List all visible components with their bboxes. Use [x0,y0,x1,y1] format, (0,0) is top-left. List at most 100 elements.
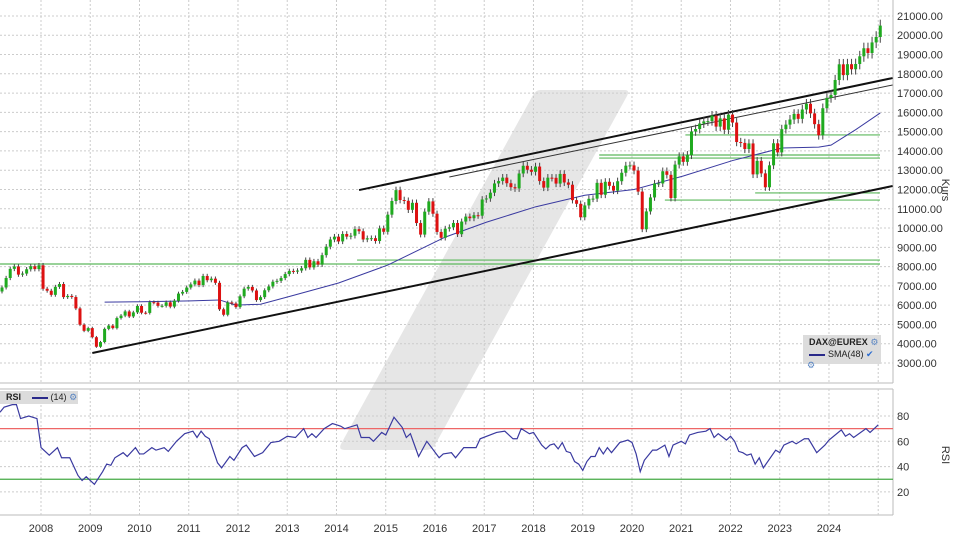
candle-up [653,183,657,198]
candle-up [792,113,796,120]
candle-up [341,233,345,242]
y-tick-label: 20000.00 [897,30,943,42]
checkmark-icon[interactable]: ✔ [866,349,874,359]
candle-up [267,286,271,291]
candle-down [468,216,472,219]
x-tick-label: 2015 [373,523,397,535]
x-tick-label: 2021 [669,523,693,535]
candle-up [772,143,776,166]
rsi-line [0,404,879,486]
candle-down [373,238,377,242]
rsi-tick-label: 80 [897,411,909,423]
candle-up [238,296,242,308]
candle-down [550,177,554,179]
candle-up [300,268,304,271]
candle-up [603,181,607,195]
x-tick-label: 2023 [767,523,791,535]
candle-down [817,124,821,136]
candle-up [369,238,373,240]
candle-up [115,318,119,329]
candle-down [841,64,845,76]
candle-up [86,328,90,331]
legend-rsi: RSI [6,392,22,402]
candle-up [172,300,176,307]
candle-up [209,278,213,281]
candle-up [661,171,665,184]
candle-down [525,165,529,170]
sma-line-swatch [809,353,825,356]
candle-up [726,114,730,130]
candle-down [776,143,780,153]
candle-down [197,280,201,286]
candle-up [702,121,706,124]
candle-up [878,25,882,37]
y-tick-label: 10000.00 [897,223,943,235]
candle-up [12,266,16,269]
candle-up [767,165,771,188]
candle-down [82,324,86,331]
settings-gear-icon[interactable]: ⚙ [69,392,78,402]
settings-gear-icon[interactable]: ⚙ [807,360,816,370]
trendline [92,185,893,354]
legend-sma: SMA(48) [828,349,864,359]
candle-up [833,80,837,95]
candle-up [283,274,287,279]
y-tick-label: 13000.00 [897,165,943,177]
candle-up [484,198,488,200]
candle-up [648,197,652,212]
candle-up [427,201,431,212]
candle-down [402,200,406,202]
candle-up [185,287,189,292]
y-tick-label: 5000.00 [897,319,937,331]
candle-up [472,215,476,219]
candle-up [464,216,468,222]
candle-up [624,165,628,173]
candle-down [575,200,579,204]
candle-up [497,181,501,184]
candle-up [263,290,267,298]
candle-up [558,173,562,184]
candle-up [628,165,632,167]
candle-down [345,233,349,237]
candle-down [94,337,98,347]
candle-up [492,183,496,193]
candle-up [324,246,328,256]
candle-down [731,114,735,123]
legend-rsi-period: (14) [50,392,67,402]
candle-up [447,227,451,229]
candle-down [866,48,870,54]
candle-up [259,297,263,301]
candle-up [423,211,427,235]
candle-down [16,266,20,275]
candle-down [759,160,763,174]
candle-up [189,284,193,288]
candle-down [382,228,386,232]
candle-down [509,183,513,188]
candle-down [636,170,640,192]
candle-up [176,293,180,301]
candle-up [57,284,61,287]
candle-up [332,236,336,240]
y-tick-label: 11000.00 [897,204,942,216]
candle-down [431,201,435,214]
settings-gear-icon[interactable]: ⚙ [870,337,879,347]
candle-up [181,291,185,294]
candle-down [357,229,361,232]
candle-up [386,214,390,232]
candle-down [665,171,669,175]
candle-down [570,184,574,201]
candle-up [583,205,587,218]
candle-up [644,211,648,230]
candle-down [612,185,616,191]
candle-down [809,103,812,114]
candle-up [4,277,8,288]
candle-up [657,183,661,185]
candle-up [862,48,866,57]
sma-line [104,112,881,306]
candle-down [78,308,82,325]
candle-up [821,108,825,136]
candle-down [529,169,533,172]
candle-down [607,181,611,186]
candle-down [505,177,509,184]
candle-up [755,160,759,175]
